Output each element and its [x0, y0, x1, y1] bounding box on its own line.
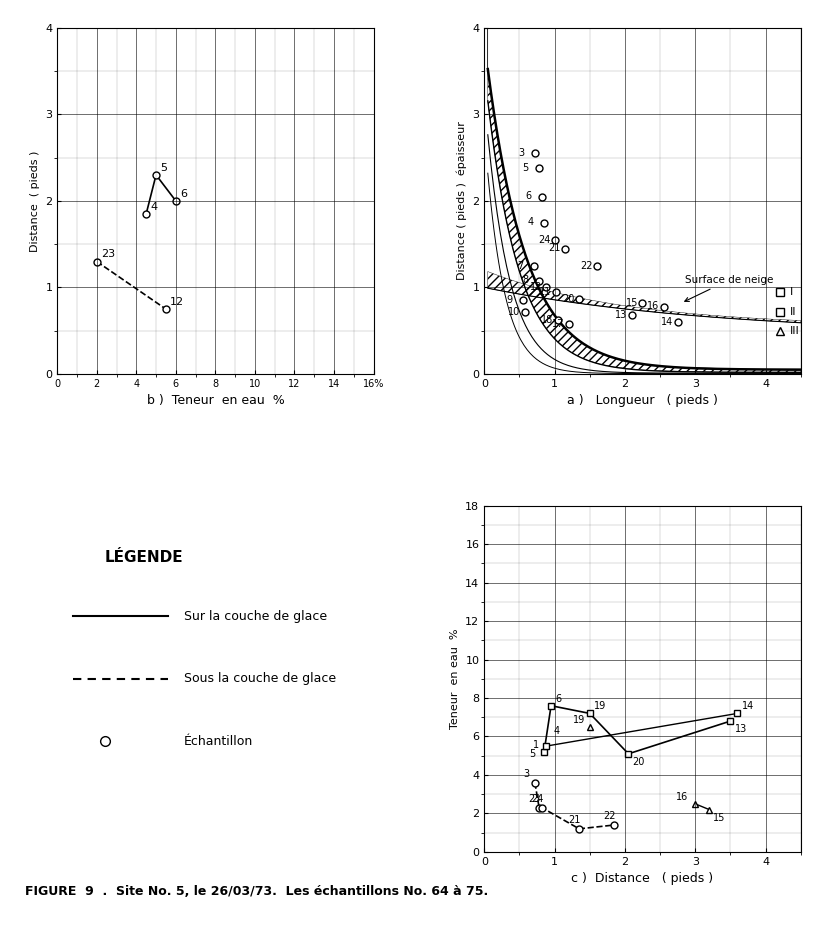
Text: 23: 23 [101, 249, 115, 259]
Text: 19: 19 [573, 715, 585, 725]
Text: 15: 15 [626, 298, 638, 307]
Text: 16: 16 [676, 792, 688, 802]
X-axis label: c )  Distance   ( pieds ): c ) Distance ( pieds ) [571, 872, 713, 885]
X-axis label: a )   Longueur   ( pieds ): a ) Longueur ( pieds ) [567, 394, 718, 407]
Text: 22: 22 [580, 260, 592, 270]
Text: 13: 13 [615, 310, 627, 320]
Text: 3: 3 [518, 148, 525, 158]
Y-axis label: Distance  ( pieds ): Distance ( pieds ) [29, 150, 40, 252]
Y-axis label: Teneur  en eau  %: Teneur en eau % [449, 629, 460, 729]
Text: 3: 3 [524, 770, 530, 779]
X-axis label: b )  Teneur  en eau  %: b ) Teneur en eau % [146, 394, 284, 407]
Text: 6: 6 [525, 192, 531, 201]
Text: 15: 15 [713, 813, 725, 822]
Text: 4: 4 [150, 202, 158, 212]
Text: 16: 16 [647, 301, 659, 311]
Text: I: I [790, 287, 793, 297]
Text: 22: 22 [603, 811, 616, 821]
Text: III: III [790, 326, 800, 336]
Text: 12: 12 [170, 297, 185, 307]
Text: 7: 7 [517, 260, 523, 270]
Text: 12: 12 [529, 282, 542, 293]
Text: 9: 9 [507, 295, 512, 306]
Text: 6: 6 [180, 189, 187, 199]
Text: 17: 17 [552, 319, 565, 329]
Text: Échantillon: Échantillon [184, 734, 253, 747]
Text: 24: 24 [531, 795, 543, 804]
Text: 18: 18 [542, 315, 554, 325]
Text: 5: 5 [160, 163, 167, 173]
Text: FIGURE  9  .  Site No. 5, le 26/03/73.  Les échantillons No. 64 à 75.: FIGURE 9 . Site No. 5, le 26/03/73. Les … [25, 885, 488, 898]
Text: II: II [790, 307, 797, 317]
Text: 8: 8 [522, 275, 529, 285]
Text: 20: 20 [632, 757, 645, 767]
Text: 10: 10 [508, 307, 520, 317]
Text: 24: 24 [538, 234, 551, 244]
Text: 14: 14 [742, 701, 754, 711]
Text: 6: 6 [556, 694, 561, 704]
Text: 4: 4 [528, 218, 534, 228]
Text: 19: 19 [594, 701, 606, 711]
Text: 11: 11 [539, 286, 551, 296]
Text: Surface de neige: Surface de neige [685, 275, 773, 301]
Text: 20: 20 [563, 294, 575, 304]
Text: 4: 4 [553, 726, 560, 736]
Text: 5: 5 [529, 749, 536, 759]
Text: 5: 5 [522, 163, 529, 173]
Text: 21: 21 [548, 244, 560, 254]
Text: 23: 23 [528, 795, 540, 804]
Text: Sous la couche de glace: Sous la couche de glace [184, 672, 336, 685]
Text: 14: 14 [661, 317, 673, 327]
Y-axis label: Distance ( pieds )  épaisseur: Distance ( pieds ) épaisseur [456, 121, 467, 281]
Text: Sur la couche de glace: Sur la couche de glace [184, 610, 327, 623]
Text: 13: 13 [734, 724, 747, 734]
Text: 21: 21 [568, 815, 580, 825]
Text: LÉGENDE: LÉGENDE [105, 550, 183, 565]
Text: 1: 1 [533, 740, 539, 750]
